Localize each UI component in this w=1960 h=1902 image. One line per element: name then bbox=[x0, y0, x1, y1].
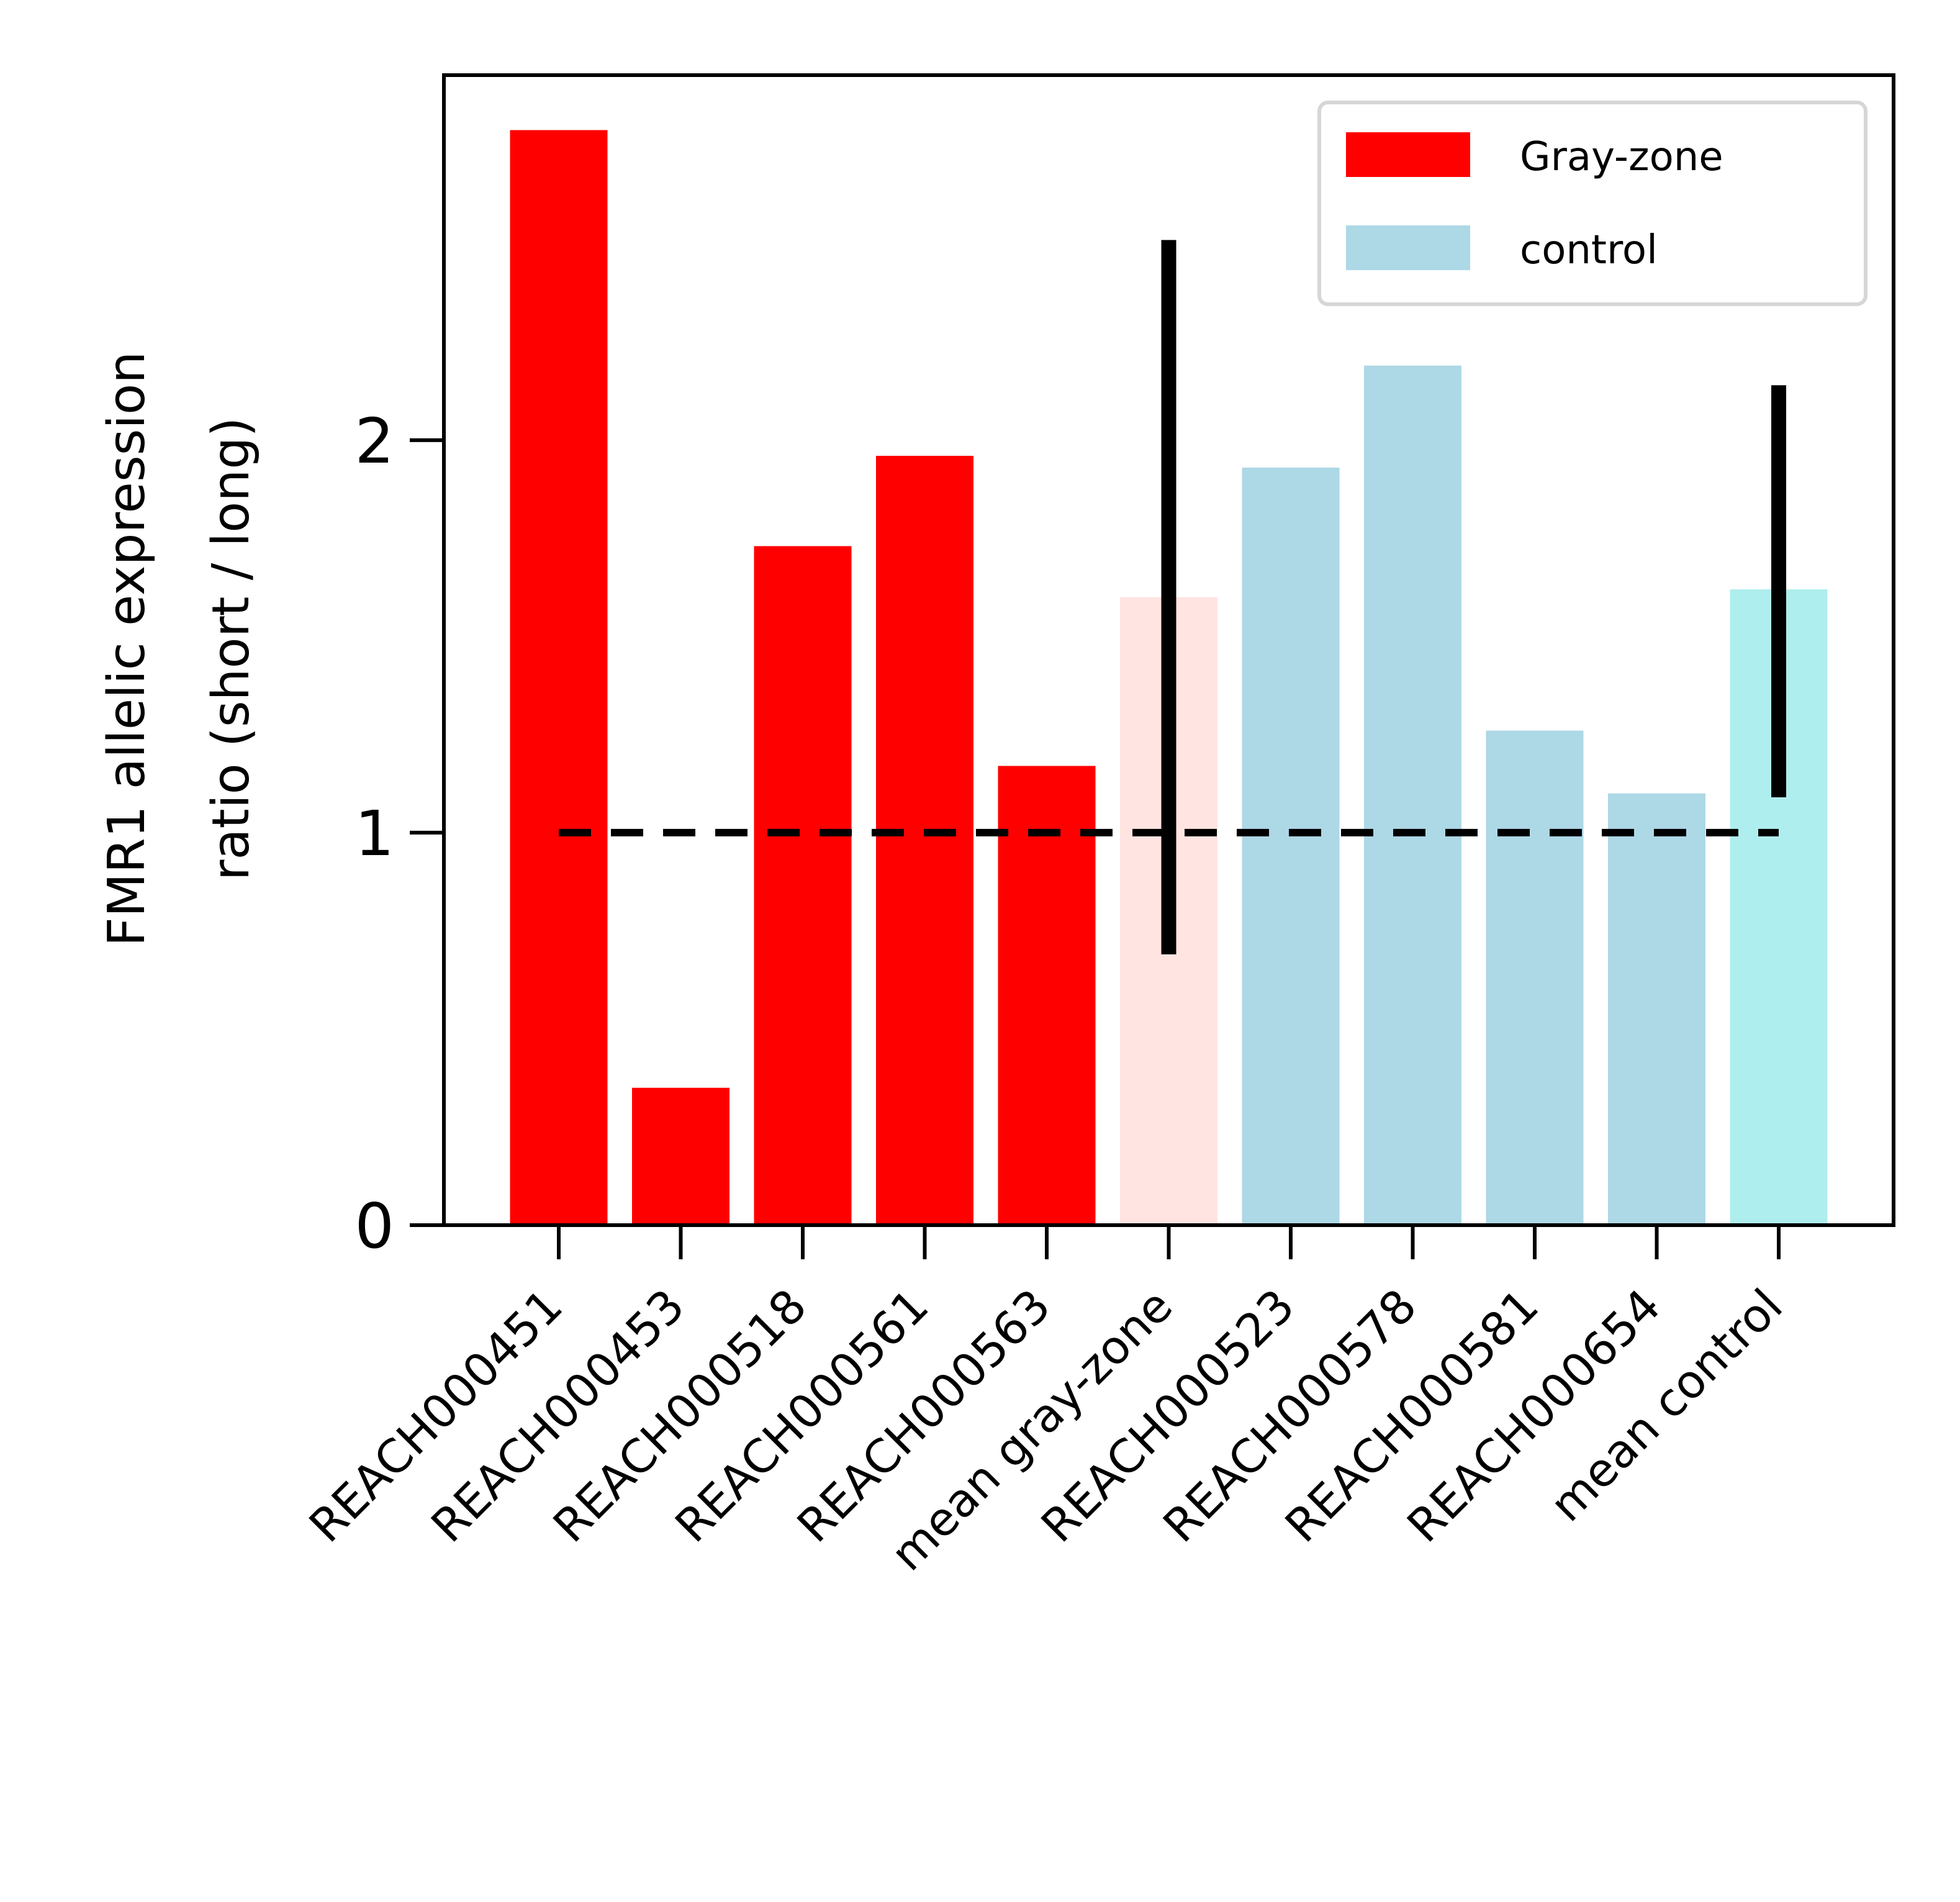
legend: Gray-zone control bbox=[1317, 101, 1867, 306]
legend-swatch-control bbox=[1346, 225, 1470, 270]
y-axis-label: FMR1 allelic expression bbox=[97, 351, 156, 946]
bars-group bbox=[510, 130, 1828, 1226]
legend-label-gray-zone: Gray-zone bbox=[1520, 134, 1723, 180]
y-tick-label: 0 bbox=[355, 1190, 394, 1262]
legend-swatch-gray-zone bbox=[1346, 132, 1470, 177]
bar-reach000561 bbox=[876, 456, 973, 1226]
bar-reach000518 bbox=[754, 546, 852, 1225]
x-axis: REACH000451REACH000453REACH000518REACH00… bbox=[299, 1225, 1793, 1581]
error-bars-group bbox=[1161, 240, 1786, 954]
y-axis-label-line-1: FMR1 allelic expression bbox=[97, 351, 156, 946]
y-tick-label: 2 bbox=[355, 405, 394, 478]
bar-reach000581 bbox=[1486, 730, 1584, 1225]
bar-reach000453 bbox=[632, 1087, 729, 1225]
bar-reach000523 bbox=[1242, 468, 1340, 1225]
y-axis-label-line-2: ratio (short / long) bbox=[202, 417, 261, 881]
bar-reach000451 bbox=[510, 130, 608, 1226]
bar-reach000563 bbox=[998, 766, 1096, 1225]
bar-reach000654 bbox=[1608, 793, 1705, 1225]
y-axis: 0 1 2 bbox=[355, 405, 444, 1262]
legend-label-control: control bbox=[1520, 227, 1658, 273]
y-tick-label: 1 bbox=[355, 797, 394, 870]
bar-reach000578 bbox=[1364, 365, 1461, 1225]
y-axis-label: ratio (short / long) bbox=[202, 417, 261, 881]
